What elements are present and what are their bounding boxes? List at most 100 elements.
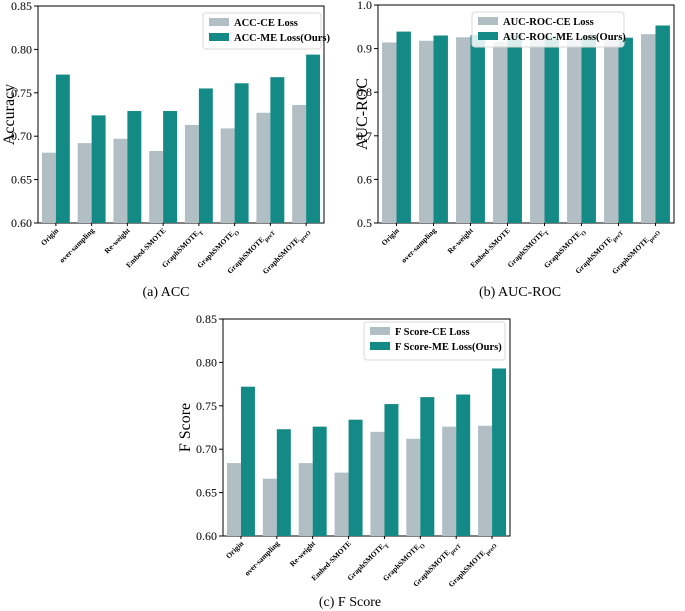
y-tick-label: 0.70 [196,442,217,456]
x-tick-label: Origin [380,225,402,247]
y-tick-label: 0.75 [196,399,217,413]
x-tick-label: Origin [224,538,246,560]
bar-ce-8 [292,104,307,223]
legend-label: AUC-ROC-CE Loss [503,17,594,28]
bar-me-7 [270,77,285,224]
bar-me-6 [581,35,596,224]
bar-ce-7 [256,112,271,223]
legend-label: ACC-CE Loss [234,18,298,29]
legend-swatch [478,17,498,25]
legend-swatch [478,32,498,40]
bar-me-6 [234,83,249,223]
bar-me-5 [544,36,559,223]
y-axis-label: F Score [177,403,194,452]
x-tick-subscript: preT [264,230,277,243]
bar-ce-5 [530,39,545,223]
bar-ce-6 [406,438,421,536]
x-tick-label: over-sampling [399,226,438,265]
legend-swatch [370,327,390,335]
x-tick-label: Re-weight [102,226,132,256]
y-tick-label: 0.9 [357,42,372,56]
axes-frame [37,5,325,224]
y-tick-label: 1.0 [357,0,372,12]
chart-1: 0.60 0.65 0.70 0.75 0.80 0.85 Accuracy Originov… [1,0,330,300]
bar-me-1 [55,74,70,224]
x-tick-subscript: preO [648,230,662,244]
x-tick-subscript: preT [612,230,625,243]
legend-label: F Score-CE Loss [395,327,470,338]
bar-me-5 [384,404,399,536]
bar-ce-4 [493,42,508,224]
bar-me-7 [456,394,471,536]
x-tick-subscript: T [384,543,391,550]
y-tick-label: 0.85 [11,0,32,13]
x-tick-subscript: O [580,230,588,238]
bar-me-4 [163,111,178,223]
bar-ce-8 [478,425,493,536]
chart-2: 0.5 0.6 0.7 0.8 0.9 1.0 AUC-ROC Originover-samp… [354,0,675,300]
y-tick-label: 0.7 [357,129,372,143]
legend-box [363,321,506,361]
y-tick-label: 0.65 [11,173,32,187]
bar-ce-4 [334,472,349,536]
legend-label: AUC-ROC-ME Loss(Ours) [503,32,626,43]
x-tick-label: Re-weight [288,539,318,569]
bar-me-4 [507,34,522,224]
bar-ce-1 [226,463,241,536]
x-tick-label: over-sampling [57,226,96,265]
bar-me-2 [433,35,448,223]
chart-3: 0.60 0.65 0.70 0.75 0.80 0.85 F Score Originove… [177,312,511,610]
x-tick-subscript: preO [485,543,499,557]
x-tick-subscript: preO [299,230,313,244]
bar-me-3 [127,111,142,223]
legend-swatch [209,18,229,26]
legend-swatch [370,342,390,350]
bar-me-7 [618,37,633,224]
x-tick-label: Origin [39,225,61,247]
bar-me-1 [396,31,411,223]
y-tick-label: 0.75 [11,86,32,100]
legend-box [471,11,625,48]
bar-ce-7 [604,37,619,224]
bar-ce-3 [113,138,128,223]
x-tick-subscript: O [234,230,242,238]
y-tick-label: 0.5 [357,216,372,230]
bar-ce-3 [456,37,471,223]
x-tick-subscript: preT [450,543,463,556]
bar-me-3 [470,35,485,223]
bar-ce-6 [567,39,582,223]
y-tick-label: 0.80 [11,42,32,56]
figure-caption: (c) F Score [319,595,381,610]
figure-caption: (a) ACC [142,285,189,300]
bar-ce-5 [370,431,385,536]
x-tick-subscript: T [544,230,551,237]
bar-ce-7 [442,426,457,536]
x-tick-label: over-sampling [243,539,282,578]
bar-me-8 [306,54,321,223]
bar-ce-1 [382,42,397,223]
bar-me-5 [198,88,213,224]
legend-label: ACC-ME Loss(Ours) [234,33,330,44]
bar-ce-6 [220,128,235,223]
legend-label: F Score-ME Loss(Ours) [395,342,502,353]
bar-me-8 [655,25,670,223]
y-tick-label: 0.70 [11,129,32,143]
bar-me-2 [276,429,291,536]
bar-ce-5 [184,124,199,223]
bar-ce-2 [419,40,434,223]
bar-ce-2 [77,143,92,223]
y-axis-label: AUC-ROC [354,78,371,150]
bar-me-1 [240,386,255,536]
bar-me-4 [348,419,363,536]
axes-frame [377,4,675,224]
axes-frame [222,318,511,537]
bar-ce-3 [298,463,313,536]
y-tick-label: 0.60 [11,216,32,230]
bar-ce-2 [262,478,277,536]
y-tick-label: 0.80 [196,355,217,369]
x-tick-subscript: T [198,230,205,237]
y-tick-label: 0.60 [196,529,217,543]
legend-swatch [209,33,229,41]
figure-caption: (b) AUC-ROC [479,285,561,300]
